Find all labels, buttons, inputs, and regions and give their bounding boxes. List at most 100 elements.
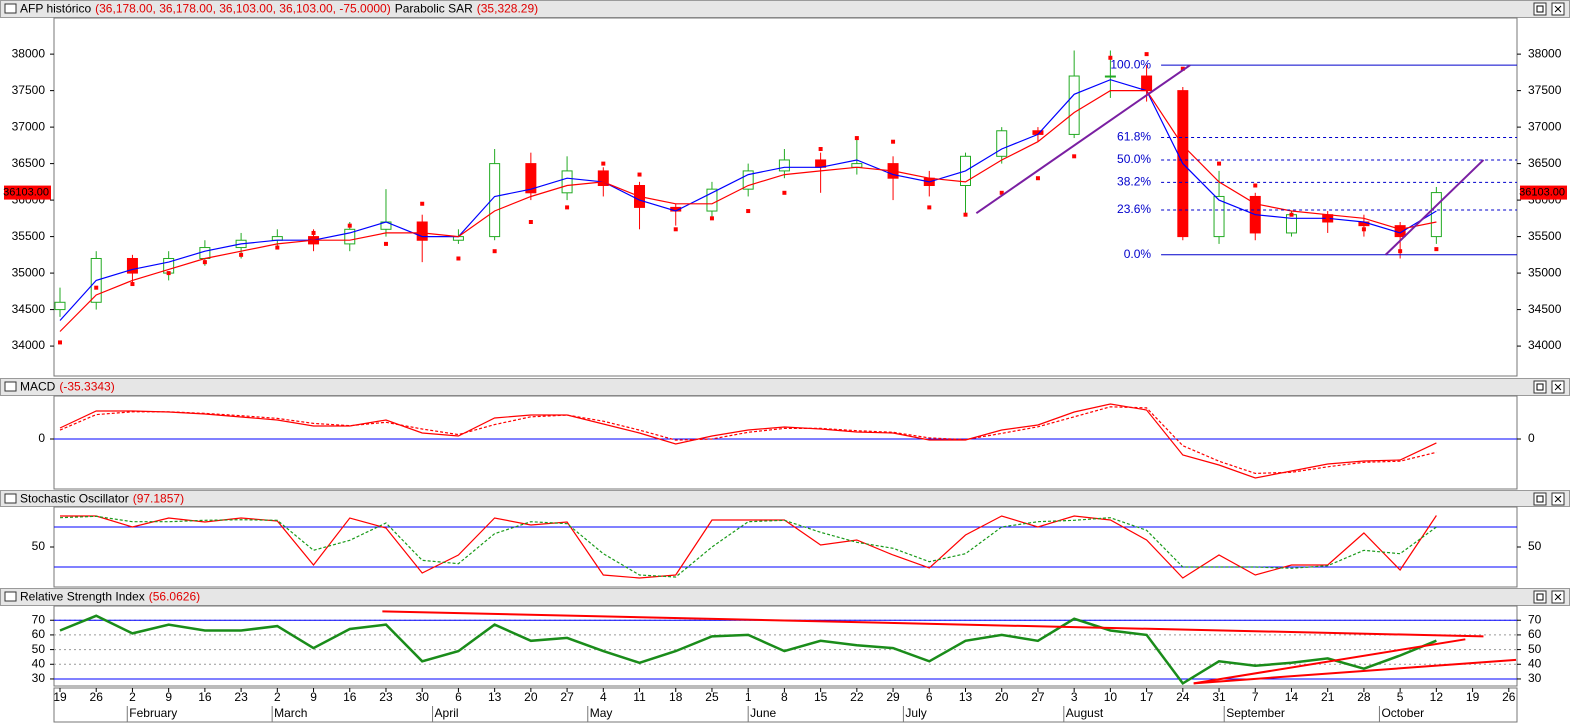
x-tick-label: 10 (1104, 690, 1118, 704)
sar-dot (818, 147, 823, 152)
y-tick-label-right: 40 (1528, 656, 1542, 670)
maximize-button[interactable] (1533, 2, 1547, 16)
x-tick-label: 15 (814, 690, 828, 704)
x-tick-label: 27 (560, 690, 574, 704)
last-price-box (1520, 185, 1567, 200)
panel-title: MACD (-35.3343) (20, 380, 115, 394)
x-tick-label: 19 (53, 690, 67, 704)
panel-title-bar (0, 490, 1570, 507)
trendline (1384, 159, 1485, 256)
trendline (382, 610, 1484, 638)
x-tick-label: 2 (129, 690, 136, 704)
candle-body (742, 170, 754, 190)
candle-body (199, 247, 211, 259)
panel-icon (4, 3, 17, 14)
candle-body (54, 301, 66, 311)
month-label: February (129, 706, 177, 720)
x-tick-label: 20 (995, 690, 1009, 704)
month-label: September (1226, 706, 1285, 720)
maximize-button[interactable] (1533, 590, 1547, 604)
y-tick-label: 38000 (12, 46, 46, 60)
sar-dot (963, 212, 968, 217)
panel-title-part: (35,328.29) (477, 2, 538, 16)
y-tick-label: 70 (32, 612, 46, 626)
sar-dot (239, 252, 244, 257)
button-glyph (1536, 5, 1544, 13)
plot-area (53, 605, 1518, 687)
candle-body (525, 163, 537, 194)
maximize-button[interactable] (1533, 492, 1547, 506)
candle-body (706, 188, 718, 212)
month-label: June (750, 706, 776, 720)
panel-title-part: (56.0626) (149, 590, 200, 604)
x-tick-label: 27 (1031, 690, 1045, 704)
y-tick-label-right: 36500 (1528, 156, 1562, 170)
candle-body (561, 170, 573, 194)
x-tick-label: 23 (234, 690, 248, 704)
x-tick-label: 9 (310, 690, 317, 704)
y-tick-label: 40 (32, 656, 46, 670)
x-tick-label: 12 (1430, 690, 1444, 704)
y-tick-label: 30 (32, 671, 46, 685)
x-tick-label: 14 (1285, 690, 1299, 704)
candle-body (416, 221, 428, 241)
series-line (59, 515, 1437, 578)
x-tick-label: 21 (1321, 690, 1335, 704)
fib-label: 61.8% (1117, 130, 1151, 144)
x-tick-label: 30 (416, 690, 430, 704)
sar-dot (383, 241, 388, 246)
x-tick-label: 1 (745, 690, 752, 704)
y-tick-label-right: 34500 (1528, 302, 1562, 316)
trendline (1193, 658, 1517, 685)
fib-label: 0.0% (1124, 247, 1152, 261)
sar-dot (166, 271, 171, 276)
sar-dot (1108, 55, 1113, 60)
fib-label: 38.2% (1117, 175, 1151, 189)
month-label: July (905, 706, 926, 720)
x-tick-label: 13 (488, 690, 502, 704)
sar-dot (1144, 52, 1149, 57)
x-tick-label: 6 (926, 690, 933, 704)
y-tick-label: 0 (38, 431, 45, 445)
candle-body (489, 163, 501, 238)
x-tick-label: 25 (705, 690, 719, 704)
candle-body (1430, 192, 1442, 238)
sar-dot (709, 216, 714, 221)
x-tick-label: 26 (90, 690, 104, 704)
y-tick-label-right: 37000 (1528, 119, 1562, 133)
y-tick-label-right: 70 (1528, 612, 1542, 626)
sar-dot (528, 219, 533, 224)
series-line (60, 515, 1437, 579)
plot-area (53, 395, 1518, 490)
month-label: August (1066, 706, 1104, 720)
y-tick-label-right: 0 (1528, 431, 1535, 445)
panel-title-part: MACD (20, 380, 56, 394)
y-tick-label: 50 (32, 642, 46, 656)
sar-dot (565, 205, 570, 210)
x-tick-label: 11 (633, 690, 646, 704)
x-tick-label: 22 (850, 690, 864, 704)
panel-title-part: (-35.3343) (59, 380, 114, 394)
fib-label: 100.0% (1110, 57, 1151, 71)
x-tick-label: 28 (1357, 690, 1371, 704)
maximize-button[interactable] (1533, 380, 1547, 394)
candle-body (1141, 75, 1153, 92)
sar-dot (1434, 247, 1439, 252)
sar-dot (1398, 249, 1403, 254)
y-tick-label-right: 37500 (1528, 83, 1562, 97)
candle-body (344, 228, 356, 245)
sar-dot (420, 201, 425, 206)
x-tick-label: 4 (600, 690, 607, 704)
sar-dot (1180, 66, 1185, 71)
sar-dot (202, 260, 207, 265)
last-price-box (4, 185, 51, 200)
y-tick-label: 37000 (12, 119, 46, 133)
x-tick-label: 13 (959, 690, 973, 704)
series-line (59, 90, 1437, 332)
panel-icon (4, 493, 17, 504)
sar-dot (999, 190, 1004, 195)
sar-dot (601, 161, 606, 166)
series-line (59, 614, 1437, 686)
panel-icon (4, 591, 17, 602)
